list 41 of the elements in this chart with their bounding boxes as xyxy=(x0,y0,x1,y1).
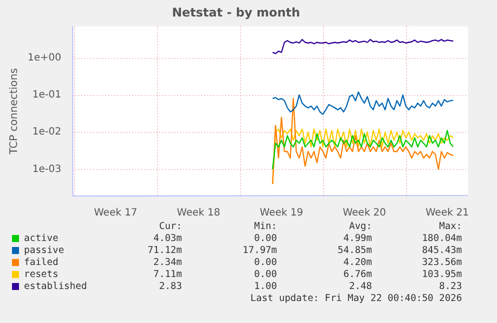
text: 17.97m xyxy=(242,245,277,257)
text: Avg: xyxy=(349,221,372,233)
x-tick-label: Week 19 xyxy=(260,208,304,219)
text: 2.48 xyxy=(349,281,372,293)
text: 1.00 xyxy=(254,281,277,293)
text: 103.95m xyxy=(422,269,462,281)
legend-label: active xyxy=(24,233,58,245)
text: 845.43m xyxy=(422,245,462,257)
y-tick-label: 1e-01 xyxy=(32,90,62,101)
text: Min: xyxy=(254,221,277,233)
text: 0.00 xyxy=(254,257,277,269)
text: Max: xyxy=(439,221,462,233)
y-tick-label: 1e+00 xyxy=(28,52,62,64)
y-tick-label: 1e-02 xyxy=(32,126,62,138)
text: 71.12m xyxy=(148,245,182,257)
y-tick-label: 1e-03 xyxy=(32,164,62,175)
chart-title: Netstat - by month xyxy=(172,5,300,20)
text: 4.03m xyxy=(153,233,182,245)
x-tick-label: Week 17 xyxy=(94,208,138,219)
text: 2.34m xyxy=(153,257,182,269)
x-tick-label: Week 20 xyxy=(342,208,386,219)
text: 4.99m xyxy=(343,233,372,245)
legend-label: established xyxy=(24,281,87,293)
text: 8.23 xyxy=(439,281,462,293)
text: 7.11m xyxy=(153,269,182,281)
text: 0.00 xyxy=(254,233,277,245)
y-axis-title: TCP connections xyxy=(8,68,20,156)
text: Cur: xyxy=(159,221,182,233)
text: 6.76m xyxy=(343,269,372,281)
legend-label: resets xyxy=(24,269,58,281)
text: 323.56m xyxy=(422,257,462,269)
text: 0.00 xyxy=(254,269,277,281)
legend-label: passive xyxy=(24,245,64,257)
x-tick-label: Week 21 xyxy=(426,208,469,219)
text: 2.83 xyxy=(159,281,182,293)
text: Last update: Fri May 22 00:40:50 2026 xyxy=(250,293,462,305)
text: 180.04m xyxy=(422,233,462,245)
x-tick-label: Week 18 xyxy=(176,208,220,219)
text: 54.85m xyxy=(338,245,372,257)
legend-label: failed xyxy=(24,257,58,269)
text: 4.20m xyxy=(343,257,372,269)
